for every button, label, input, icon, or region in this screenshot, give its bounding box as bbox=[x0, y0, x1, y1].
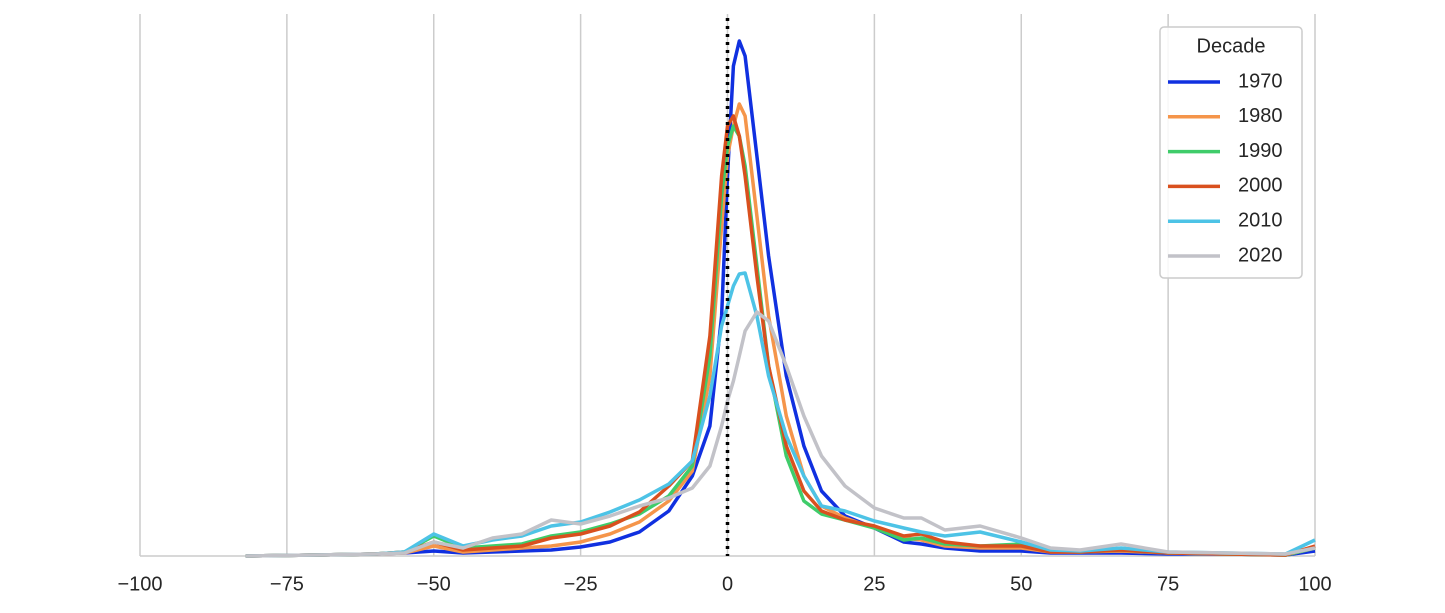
legend-label: 2020 bbox=[1238, 244, 1283, 266]
data-line bbox=[245, 39, 1316, 558]
legend-title: Decade bbox=[1197, 35, 1266, 57]
legend-label: 1990 bbox=[1238, 140, 1283, 162]
x-tick-label: 100 bbox=[1298, 573, 1331, 595]
legend-label: 1970 bbox=[1238, 70, 1283, 92]
legend-box bbox=[1159, 26, 1303, 279]
x-tick-label: 25 bbox=[863, 573, 885, 595]
x-tick-label: −100 bbox=[117, 573, 162, 595]
data-line bbox=[245, 271, 1316, 558]
x-tick-label: −25 bbox=[564, 573, 598, 595]
legend-label: 2000 bbox=[1238, 175, 1283, 197]
data-line bbox=[245, 114, 1316, 558]
x-tick-label: −75 bbox=[270, 573, 304, 595]
x-tick-label: 0 bbox=[722, 573, 733, 595]
x-tick-label: 75 bbox=[1157, 573, 1179, 595]
x-tick-label: −50 bbox=[417, 573, 451, 595]
legend-label: 1980 bbox=[1238, 105, 1283, 127]
legend-label: 2010 bbox=[1238, 209, 1283, 231]
x-tick-label: 50 bbox=[1010, 573, 1032, 595]
data-line bbox=[245, 310, 1316, 558]
